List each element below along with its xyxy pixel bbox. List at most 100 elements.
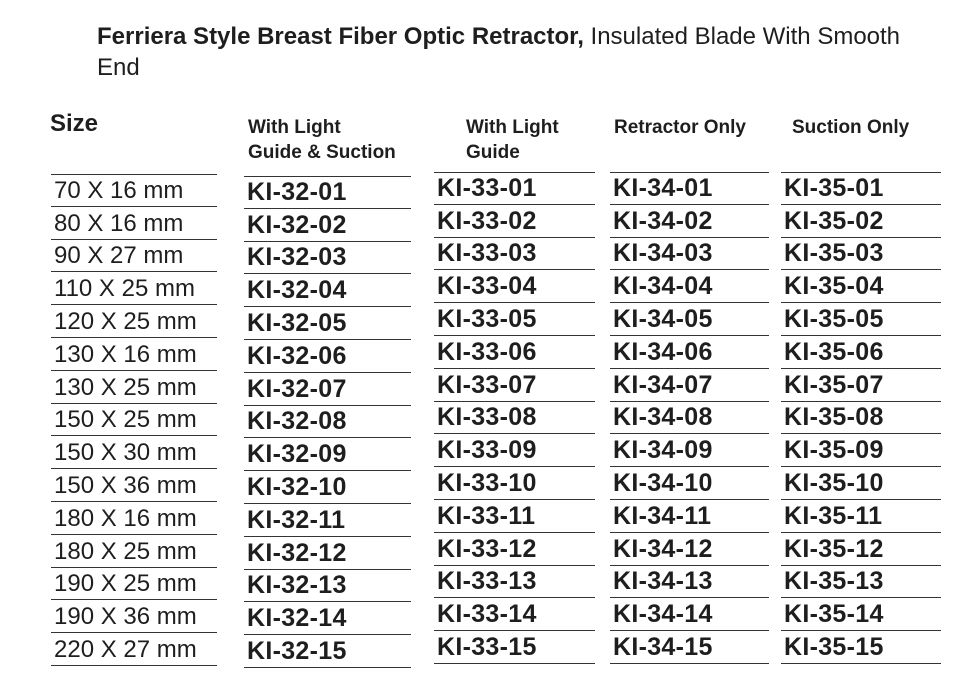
cell-text: KI-33-10 [437, 468, 537, 497]
code-cell-with-light-guide: KI-33-14 [434, 598, 595, 632]
cell-text: KI-33-01 [437, 173, 537, 202]
code-cell-suction-only: KI-35-02 [781, 205, 941, 238]
table-top-rule [781, 172, 941, 173]
code-cell-with-light-guide-suction: KI-32-07 [244, 373, 411, 406]
code-cell-suction-only: KI-35-14 [781, 598, 941, 632]
cell-text: KI-35-13 [784, 567, 884, 596]
code-cell-with-light-guide: KI-33-04 [434, 270, 595, 304]
header-with-light-guide: With Light Guide [466, 115, 559, 165]
code-cell-retractor-only: KI-34-11 [610, 500, 769, 533]
cell-text: KI-34-11 [613, 501, 712, 530]
code-cell-with-light-guide: KI-33-11 [434, 500, 595, 533]
cell-text: KI-32-07 [247, 374, 347, 403]
cell-text: KI-32-05 [247, 308, 347, 337]
cell-text: KI-32-04 [247, 276, 347, 305]
cell-text: KI-35-03 [784, 239, 884, 268]
cell-text: KI-35-08 [784, 403, 884, 432]
code-cell-with-light-guide: KI-33-10 [434, 467, 595, 500]
cell-text: KI-33-06 [437, 337, 537, 366]
cell-text: KI-33-13 [437, 567, 537, 596]
cell-text: KI-34-10 [613, 468, 713, 497]
cell-text: KI-35-14 [784, 600, 884, 629]
cell-text: KI-34-06 [613, 337, 713, 366]
cell-text: KI-33-04 [437, 272, 537, 301]
code-cell-suction-only: KI-35-01 [781, 172, 941, 205]
size-cell: 130 X 16 mm [51, 338, 217, 371]
cell-text: KI-33-03 [437, 239, 537, 268]
code-cell-with-light-guide: KI-33-02 [434, 205, 595, 238]
code-cell-retractor-only: KI-34-12 [610, 533, 769, 566]
cell-text: KI-35-12 [784, 534, 884, 563]
code-cell-with-light-guide: KI-33-03 [434, 238, 595, 271]
cell-text: KI-33-15 [437, 632, 537, 661]
cell-text: KI-33-12 [437, 534, 537, 563]
cell-text: KI-32-10 [247, 472, 347, 501]
code-cell-retractor-only: KI-34-09 [610, 434, 769, 468]
cell-text: KI-35-06 [784, 337, 884, 366]
cell-text: KI-35-02 [784, 206, 884, 235]
code-cell-retractor-only: KI-34-10 [610, 467, 769, 500]
title-bold: Ferriera Style Breast Fiber Optic Retrac… [97, 23, 584, 50]
header-retractor-only: Retractor Only [614, 117, 746, 138]
code-cell-with-light-guide: KI-33-05 [434, 303, 595, 336]
code-cell-with-light-guide: KI-33-15 [434, 631, 595, 664]
size-cell: 150 X 36 mm [51, 469, 217, 502]
table-top-rule [244, 176, 411, 177]
cell-text: 130 X 25 mm [54, 373, 197, 401]
cell-text: KI-35-15 [784, 632, 884, 661]
size-cell: 190 X 25 mm [51, 568, 217, 601]
code-cell-suction-only: KI-35-12 [781, 533, 941, 566]
cell-text: KI-35-04 [784, 272, 884, 301]
code-cell-retractor-only: KI-34-13 [610, 566, 769, 599]
cell-text: KI-34-12 [613, 534, 713, 563]
table-top-rule [434, 172, 595, 173]
cell-text: KI-32-13 [247, 571, 347, 600]
code-cell-suction-only: KI-35-04 [781, 270, 941, 304]
cell-text: KI-33-02 [437, 206, 537, 235]
header-line: With Light [248, 117, 341, 138]
code-cell-with-light-guide-suction: KI-32-01 [244, 176, 411, 209]
code-cell-with-light-guide: KI-33-07 [434, 369, 595, 402]
cell-text: KI-33-09 [437, 436, 537, 465]
cell-text: KI-32-01 [247, 177, 347, 206]
code-cell-suction-only: KI-35-06 [781, 336, 941, 369]
cell-text: KI-32-12 [247, 538, 347, 567]
cell-text: KI-32-09 [247, 440, 347, 469]
size-cell: 80 X 16 mm [51, 207, 217, 240]
code-cell-suction-only: KI-35-10 [781, 467, 941, 500]
size-cell: 190 X 36 mm [51, 600, 217, 634]
code-cell-retractor-only: KI-34-05 [610, 303, 769, 336]
cell-text: 130 X 16 mm [54, 340, 197, 368]
code-cell-with-light-guide-suction: KI-32-12 [244, 537, 411, 570]
title-rest: Insulated Blade With Smooth End [97, 23, 901, 81]
cell-text: KI-33-07 [437, 370, 537, 399]
cell-text: 90 X 27 mm [54, 242, 184, 270]
code-cell-retractor-only: KI-34-04 [610, 270, 769, 304]
cell-text: KI-32-06 [247, 341, 347, 370]
code-cell-suction-only: KI-35-11 [781, 500, 941, 533]
cell-text: 120 X 25 mm [54, 307, 197, 335]
code-cell-suction-only: KI-35-05 [781, 303, 941, 336]
code-cell-with-light-guide-suction: KI-32-04 [244, 274, 411, 308]
cell-text: KI-34-08 [613, 403, 713, 432]
cell-text: KI-34-04 [613, 272, 713, 301]
cell-text: 220 X 27 mm [54, 635, 197, 663]
code-cell-with-light-guide: KI-33-12 [434, 533, 595, 566]
cell-text: KI-34-09 [613, 436, 713, 465]
size-cell: 220 X 27 mm [51, 633, 217, 666]
cell-text: KI-34-05 [613, 304, 713, 333]
code-cell-with-light-guide: KI-33-08 [434, 402, 595, 435]
header-size: Size [50, 110, 99, 137]
cell-text: KI-32-15 [247, 636, 347, 665]
code-cell-retractor-only: KI-34-03 [610, 238, 769, 271]
size-cell: 150 X 25 mm [51, 404, 217, 437]
code-cell-retractor-only: KI-34-01 [610, 172, 769, 205]
cell-text: KI-32-14 [247, 604, 347, 633]
table-top-rule [51, 174, 217, 175]
code-cell-suction-only: KI-35-13 [781, 566, 941, 599]
header-line: Guide [466, 142, 520, 163]
code-cell-with-light-guide: KI-33-06 [434, 336, 595, 369]
size-cell: 180 X 25 mm [51, 535, 217, 568]
cell-text: 150 X 30 mm [54, 439, 197, 467]
code-cell-retractor-only: KI-34-02 [610, 205, 769, 238]
